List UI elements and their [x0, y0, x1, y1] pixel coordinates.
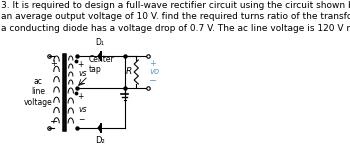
Polygon shape — [98, 52, 101, 60]
Text: R: R — [126, 67, 132, 76]
Text: +: + — [50, 59, 57, 68]
Text: D₂: D₂ — [95, 136, 105, 145]
Text: −: − — [78, 115, 85, 124]
Text: +: + — [77, 92, 83, 101]
Text: vs: vs — [78, 105, 87, 114]
Text: ac
line
voltage: ac line voltage — [24, 77, 52, 107]
Text: −: − — [78, 79, 85, 88]
Text: vo: vo — [149, 67, 160, 76]
Text: −: − — [50, 117, 58, 127]
Text: +: + — [149, 59, 156, 68]
Polygon shape — [98, 124, 101, 132]
Text: vs: vs — [78, 69, 87, 79]
Text: −: − — [149, 76, 158, 86]
Text: +: + — [77, 60, 83, 69]
Text: 3. It is required to design a full-wave rectifier circuit using the circuit show: 3. It is required to design a full-wave … — [1, 1, 350, 33]
Text: Center
tap: Center tap — [89, 55, 114, 74]
Text: D₁: D₁ — [95, 38, 104, 47]
